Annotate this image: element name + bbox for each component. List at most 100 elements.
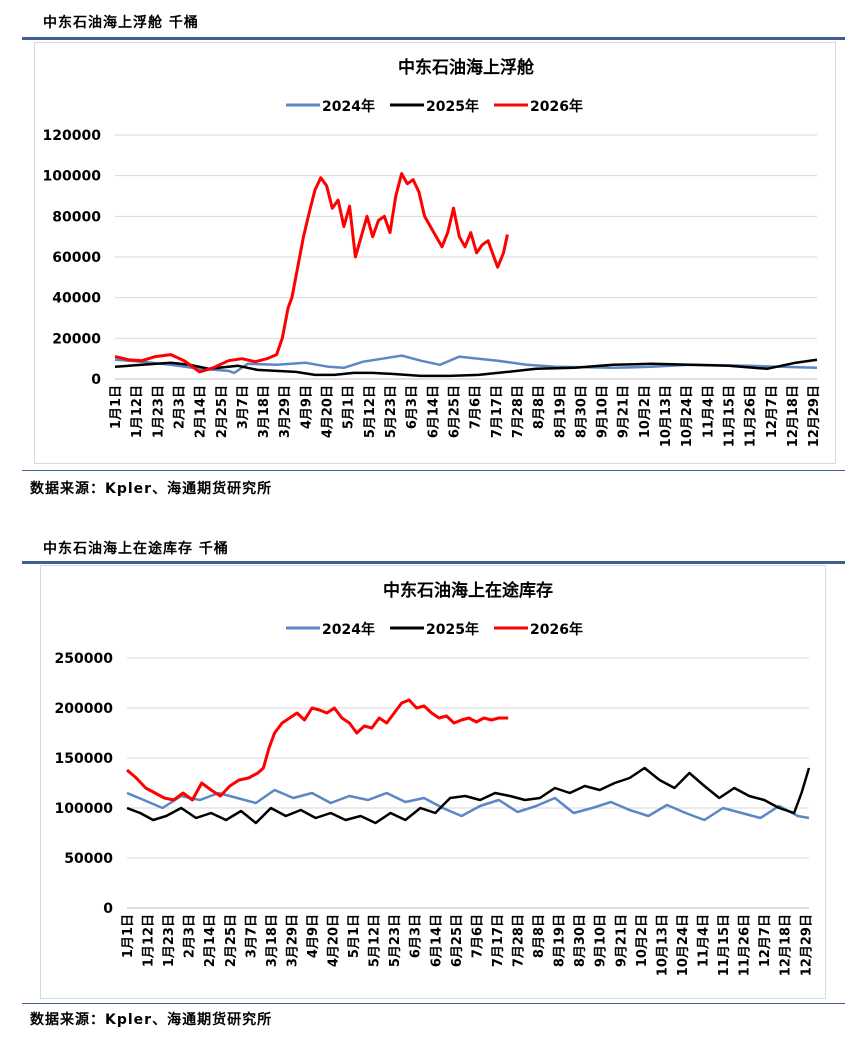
chart1-title: 中东石油海上浮舱 bbox=[398, 57, 535, 78]
x-tick-label-26: 10月13日 bbox=[655, 914, 670, 976]
x-tick-label-30: 11月26日 bbox=[738, 914, 753, 976]
x-tick-label-24: 9月21日 bbox=[614, 914, 629, 967]
series-line-1 bbox=[126, 766, 811, 825]
y-tick-label-2: 100000 bbox=[55, 801, 114, 817]
x-tick-label-0: 1月1日 bbox=[121, 914, 136, 958]
x-tick-label-8: 3月29日 bbox=[285, 914, 300, 967]
y-tick-label-0: 0 bbox=[91, 372, 101, 388]
chart2-svg: 中东石油海上在途库存 2024年 2025年 2026年 0 50000 100000 150… bbox=[55, 580, 815, 976]
x-tick-label-2: 1月23日 bbox=[162, 914, 177, 967]
x-tick-label-3: 2月3日 bbox=[172, 385, 187, 429]
y-tick-label-1: 50000 bbox=[64, 851, 113, 867]
section1-top-rule bbox=[22, 37, 845, 40]
series-line-0 bbox=[126, 788, 810, 822]
x-tick-label-17: 7月6日 bbox=[469, 385, 484, 429]
x-tick-label-25: 10月2日 bbox=[635, 914, 650, 967]
y-tick-label-3: 150000 bbox=[55, 751, 114, 767]
x-tick-label-18: 7月17日 bbox=[491, 914, 506, 967]
series-line-2 bbox=[114, 172, 509, 374]
x-tick-label-1: 1月12日 bbox=[130, 385, 145, 438]
legend-label-2: 2026年 bbox=[530, 621, 583, 638]
x-tick-label-3: 2月3日 bbox=[183, 914, 198, 958]
x-tick-label-6: 3月7日 bbox=[236, 385, 251, 429]
x-tick-label-10: 4月20日 bbox=[327, 914, 342, 967]
legend-label-0: 2024年 bbox=[322, 621, 375, 638]
y-tick-label-0: 0 bbox=[103, 901, 113, 917]
x-tick-label-13: 5月23日 bbox=[384, 385, 399, 438]
x-tick-label-13: 5月23日 bbox=[388, 914, 403, 967]
x-tick-label-27: 10月24日 bbox=[680, 385, 695, 447]
x-tick-label-8: 3月29日 bbox=[278, 385, 293, 438]
x-tick-label-26: 10月13日 bbox=[659, 385, 674, 447]
x-tick-label-22: 8月30日 bbox=[574, 385, 589, 438]
x-tick-label-28: 11月4日 bbox=[701, 385, 716, 438]
x-tick-label-31: 12月7日 bbox=[758, 914, 773, 967]
x-tick-label-2: 1月23日 bbox=[151, 385, 166, 438]
source1: 数据来源：Kpler、海通期货研究所 bbox=[30, 481, 273, 497]
legend-label-2: 2026年 bbox=[530, 98, 583, 115]
chart1-panel: 中东石油海上浮舱 2024年 2025年 2026年 0 20000 40000 60000 8… bbox=[34, 42, 836, 464]
legend-label-0: 2024年 bbox=[322, 98, 375, 115]
x-tick-label-14: 6月3日 bbox=[409, 914, 424, 958]
x-tick-label-31: 12月7日 bbox=[765, 385, 780, 438]
x-tick-label-16: 6月25日 bbox=[447, 385, 462, 438]
section2-top-rule bbox=[22, 561, 845, 564]
x-tick-label-16: 6月25日 bbox=[450, 914, 465, 967]
x-tick-label-23: 9月10日 bbox=[594, 914, 609, 967]
x-tick-label-24: 9月21日 bbox=[617, 385, 632, 438]
x-tick-label-22: 8月30日 bbox=[573, 914, 588, 967]
x-tick-label-32: 12月18日 bbox=[786, 385, 801, 447]
x-tick-label-21: 8月19日 bbox=[553, 914, 568, 967]
x-tick-label-0: 1月1日 bbox=[109, 385, 124, 429]
x-tick-label-6: 3月7日 bbox=[244, 914, 259, 958]
x-tick-label-29: 11月15日 bbox=[723, 385, 738, 447]
section1-bottom-rule bbox=[22, 470, 845, 471]
x-tick-label-11: 5月1日 bbox=[347, 914, 362, 958]
y-tick-label-3: 60000 bbox=[52, 250, 101, 266]
x-tick-label-11: 5月1日 bbox=[342, 385, 357, 429]
chart2-panel: 中东石油海上在途库存 2024年 2025年 2026年 0 50000 100000 150… bbox=[40, 565, 826, 999]
x-tick-label-5: 2月25日 bbox=[215, 385, 230, 438]
x-tick-label-15: 6月14日 bbox=[426, 385, 441, 438]
x-tick-label-29: 11月15日 bbox=[717, 914, 732, 976]
x-tick-label-19: 7月28日 bbox=[512, 914, 527, 967]
y-tick-label-1: 20000 bbox=[52, 331, 101, 347]
x-tick-label-9: 4月9日 bbox=[299, 385, 314, 429]
y-tick-label-2: 40000 bbox=[52, 291, 101, 307]
series-line-2 bbox=[126, 698, 509, 802]
x-tick-label-12: 5月12日 bbox=[363, 385, 378, 438]
x-tick-label-32: 12月18日 bbox=[779, 914, 794, 976]
x-tick-label-7: 3月18日 bbox=[257, 385, 272, 438]
section1-title: 中东石油海上浮舱 千桶 bbox=[43, 15, 199, 31]
x-tick-label-20: 8月8日 bbox=[532, 385, 547, 429]
series-line-1 bbox=[114, 358, 818, 378]
legend-label-1: 2025年 bbox=[426, 621, 479, 638]
x-tick-label-9: 4月9日 bbox=[306, 914, 321, 958]
y-tick-label-6: 120000 bbox=[43, 128, 102, 144]
x-tick-label-28: 11月4日 bbox=[696, 914, 711, 967]
series-line-0 bbox=[114, 354, 818, 375]
x-tick-label-33: 12月29日 bbox=[807, 385, 822, 447]
chart2-title: 中东石油海上在途库存 bbox=[383, 580, 553, 601]
x-tick-label-7: 3月18日 bbox=[265, 914, 280, 967]
x-tick-label-33: 12月29日 bbox=[799, 914, 814, 976]
x-tick-label-14: 6月3日 bbox=[405, 385, 420, 429]
y-tick-label-5: 250000 bbox=[55, 651, 114, 667]
x-tick-label-30: 11月26日 bbox=[744, 385, 759, 447]
y-tick-label-4: 80000 bbox=[52, 209, 101, 225]
legend-label-1: 2025年 bbox=[426, 98, 479, 115]
x-tick-label-4: 2月14日 bbox=[203, 914, 218, 967]
chart1-svg: 中东石油海上浮舱 2024年 2025年 2026年 0 20000 40000 60000 8… bbox=[43, 57, 823, 447]
x-tick-label-15: 6月14日 bbox=[429, 914, 444, 967]
section2-title: 中东石油海上在途库存 千桶 bbox=[43, 541, 229, 557]
x-tick-label-25: 10月2日 bbox=[638, 385, 653, 438]
x-tick-label-5: 2月25日 bbox=[224, 914, 239, 967]
section2-bottom-rule bbox=[22, 1003, 845, 1004]
source2: 数据来源：Kpler、海通期货研究所 bbox=[30, 1012, 273, 1028]
x-tick-label-12: 5月12日 bbox=[368, 914, 383, 967]
x-tick-label-19: 7月28日 bbox=[511, 385, 526, 438]
y-tick-label-5: 100000 bbox=[43, 169, 102, 185]
x-tick-label-20: 8月8日 bbox=[532, 914, 547, 958]
x-tick-label-10: 4月20日 bbox=[321, 385, 336, 438]
x-tick-label-4: 2月14日 bbox=[194, 385, 209, 438]
